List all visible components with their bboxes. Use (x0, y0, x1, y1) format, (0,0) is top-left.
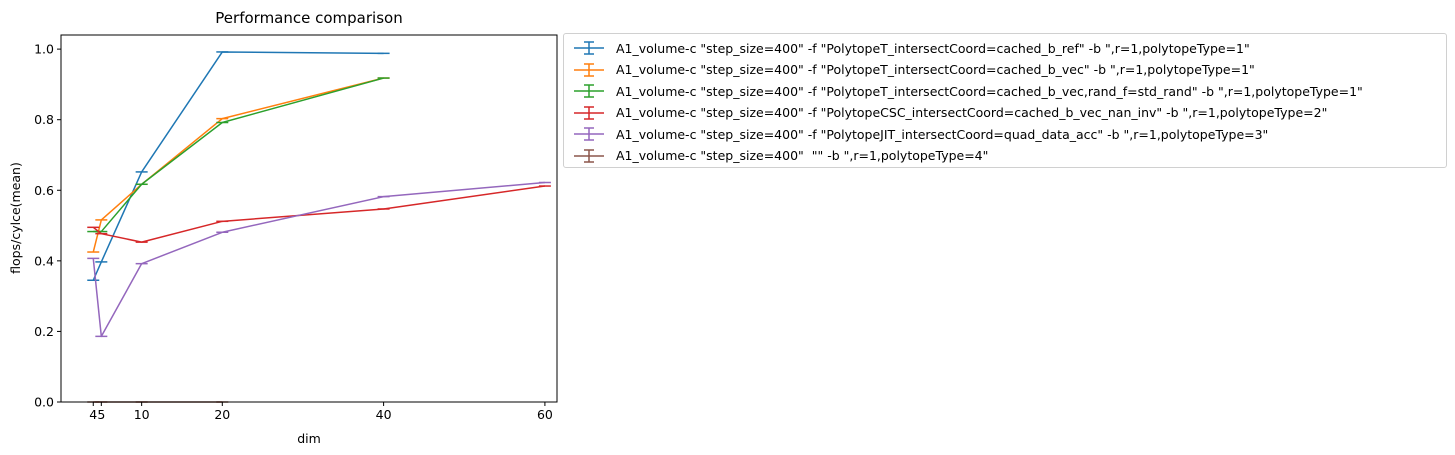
plot-area-frame (60, 34, 558, 403)
series-line-1 (92, 51, 384, 281)
x-tick-label: 60 (537, 407, 553, 422)
y-tick-label: 0.2 (34, 324, 54, 339)
legend-label: A1_volume-c "step_size=400" -f "Polytope… (616, 83, 1363, 99)
x-tick-label: 40 (376, 407, 392, 422)
y-axis-label: flops/cylce(mean) (8, 162, 23, 274)
legend-errorbar-icon (574, 105, 604, 120)
x-tick-label: 5 (97, 407, 105, 422)
y-tick-label: 0.4 (34, 253, 54, 268)
y-tick-label: 0.8 (34, 112, 54, 127)
x-axis-label: dim (297, 431, 321, 446)
legend: A1_volume-c "step_size=400" -f "Polytope… (563, 33, 1447, 168)
x-tick-label: 20 (214, 407, 230, 422)
legend-item: A1_volume-c "step_size=400" -f "Polytope… (572, 60, 1255, 80)
legend-label: A1_volume-c "step_size=400" -f "Polytope… (616, 62, 1255, 77)
legend-item: A1_volume-c "step_size=400" -f "Polytope… (572, 103, 1327, 123)
legend-errorbar-icon (574, 41, 604, 55)
y-tick-label: 0.6 (34, 183, 54, 198)
series-line-4 (92, 185, 546, 243)
legend-errorbar-icon (574, 84, 604, 98)
legend-errorbar-icon (574, 148, 604, 163)
legend-item: A1_volume-c "step_size=400" -f "Polytope… (572, 38, 1250, 58)
legend-item: A1_volume-c "step_size=400" -f "Polytope… (572, 124, 1268, 144)
legend-errorbar-icon (574, 127, 604, 141)
legend-label: A1_volume-c "step_size=400" -f "Polytope… (616, 105, 1328, 120)
series-line-5 (92, 181, 545, 338)
legend-label: A1_volume-c "step_size=400" -f "Polytope… (616, 126, 1269, 142)
legend-label: A1_volume-c "step_size=400" -f "Polytope… (616, 40, 1250, 56)
chart-title: Performance comparison (215, 9, 402, 27)
legend-item: A1_volume-c "step_size=400" "" -b ",r=1,… (572, 146, 988, 166)
legend-item: A1_volume-c "step_size=400" -f "Polytope… (572, 81, 1363, 101)
legend-errorbar-icon (574, 62, 604, 77)
series-line-2 (92, 77, 384, 253)
y-tick-label: 0.0 (34, 395, 54, 410)
y-tick-label: 1.0 (34, 42, 54, 57)
series-line-3 (93, 77, 384, 233)
x-tick-label: 4 (89, 407, 97, 422)
x-tick-label: 10 (134, 407, 150, 422)
legend-label: A1_volume-c "step_size=400" "" -b ",r=1,… (616, 148, 989, 163)
